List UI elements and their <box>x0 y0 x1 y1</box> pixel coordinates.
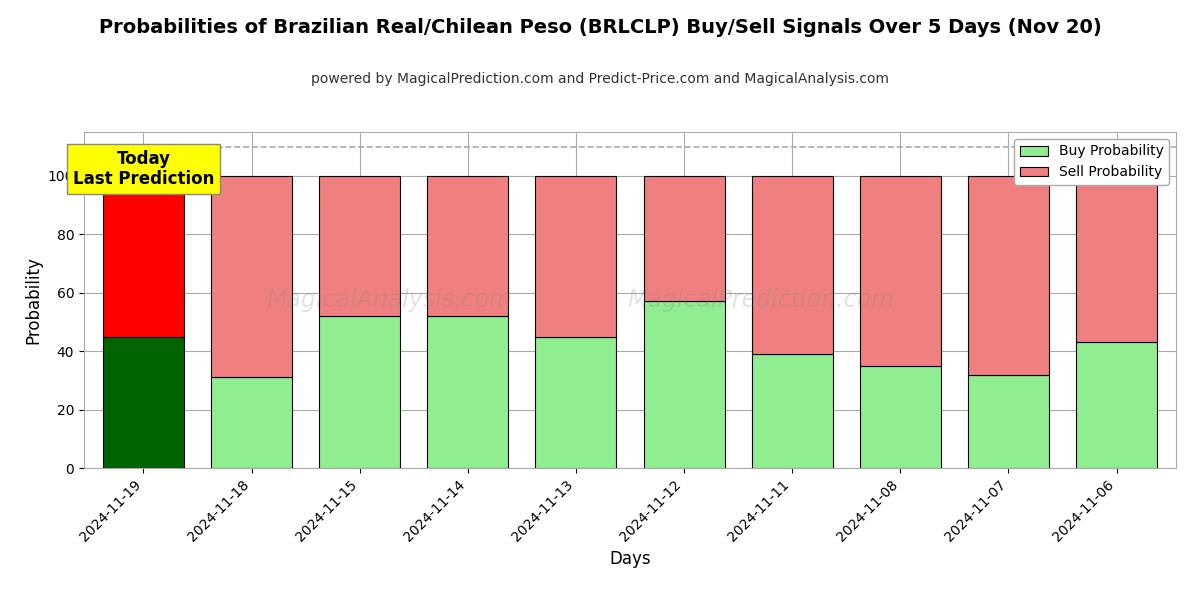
Text: powered by MagicalPrediction.com and Predict-Price.com and MagicalAnalysis.com: powered by MagicalPrediction.com and Pre… <box>311 72 889 86</box>
Bar <box>968 374 1049 468</box>
Text: MagicalAnalysis.com: MagicalAnalysis.com <box>266 288 512 312</box>
Bar <box>859 176 941 366</box>
Text: Today
Last Prediction: Today Last Prediction <box>73 149 214 188</box>
Bar <box>211 176 292 377</box>
Bar <box>1076 176 1157 343</box>
Y-axis label: Probability: Probability <box>24 256 42 344</box>
Bar <box>535 176 617 337</box>
Bar <box>968 176 1049 374</box>
Bar <box>751 354 833 468</box>
Bar <box>427 176 509 316</box>
Bar <box>319 316 401 468</box>
Bar <box>643 301 725 468</box>
X-axis label: Days: Days <box>610 550 650 568</box>
Bar <box>1076 343 1157 468</box>
Bar <box>103 337 184 468</box>
Bar <box>535 337 617 468</box>
Bar <box>211 377 292 468</box>
Bar <box>859 366 941 468</box>
Legend: Buy Probability, Sell Probability: Buy Probability, Sell Probability <box>1014 139 1169 185</box>
Text: MagicalPrediction.com: MagicalPrediction.com <box>628 288 895 312</box>
Bar <box>643 176 725 301</box>
Bar <box>319 176 401 316</box>
Bar <box>751 176 833 354</box>
Bar <box>103 176 184 337</box>
Text: Probabilities of Brazilian Real/Chilean Peso (BRLCLP) Buy/Sell Signals Over 5 Da: Probabilities of Brazilian Real/Chilean … <box>98 18 1102 37</box>
Bar <box>427 316 509 468</box>
